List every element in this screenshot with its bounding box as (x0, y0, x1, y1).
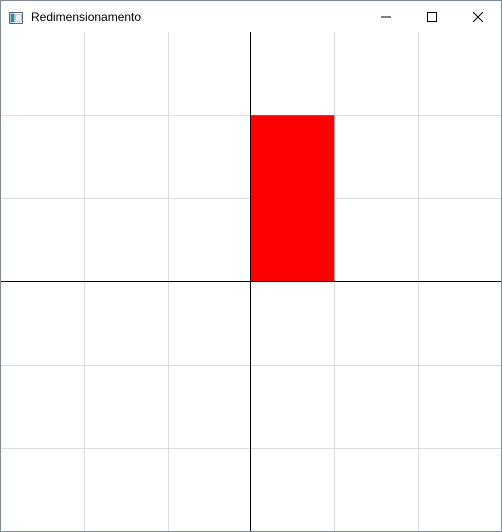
maximize-icon (427, 11, 437, 22)
minimize-icon (381, 16, 391, 17)
drawing-canvas[interactable] (1, 32, 501, 531)
window-controls (363, 1, 501, 32)
app-window-icon (9, 11, 23, 24)
canvas-svg (1, 32, 501, 531)
maximize-button[interactable] (409, 1, 455, 32)
red-rectangle (251, 115, 335, 282)
close-button[interactable] (455, 1, 501, 32)
close-icon (473, 11, 483, 22)
title-bar[interactable]: Redimensionamento (1, 1, 501, 32)
minimize-button[interactable] (363, 1, 409, 32)
window-title: Redimensionamento (31, 9, 142, 24)
